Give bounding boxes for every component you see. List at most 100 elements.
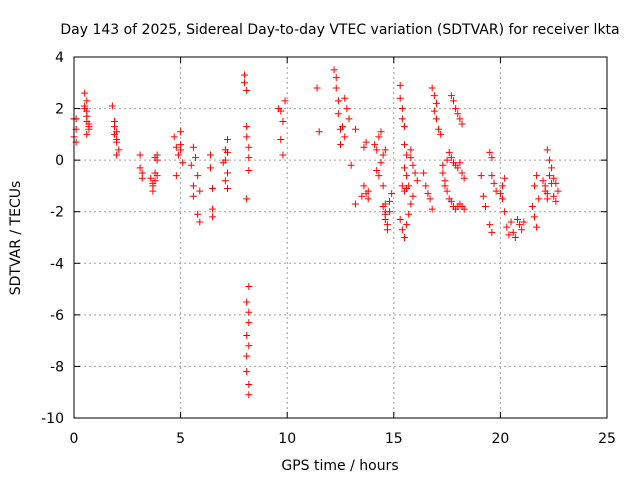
data-point	[187, 161, 195, 169]
data-point	[496, 190, 504, 198]
data-point	[388, 190, 396, 198]
data-point	[243, 298, 251, 306]
x-tick-label: 10	[278, 431, 296, 447]
data-point	[437, 130, 445, 138]
x-tick-label: 5	[176, 431, 185, 447]
data-point	[113, 136, 121, 144]
data-point	[85, 123, 93, 131]
data-point	[481, 203, 489, 211]
data-point	[209, 213, 217, 221]
data-point	[371, 141, 379, 149]
data-point	[194, 172, 202, 180]
data-point	[441, 177, 449, 185]
data-point	[449, 97, 457, 105]
data-point	[420, 169, 428, 177]
data-point	[224, 136, 232, 144]
data-point	[108, 102, 116, 110]
data-point	[486, 148, 494, 156]
data-point	[400, 123, 408, 131]
data-point	[332, 74, 340, 82]
data-point	[488, 154, 496, 162]
data-point	[477, 172, 485, 180]
data-point	[445, 148, 453, 156]
data-point	[83, 130, 91, 138]
data-point	[403, 221, 411, 229]
data-point	[381, 146, 389, 154]
data-point	[548, 164, 556, 172]
data-point	[531, 213, 539, 221]
data-point	[351, 125, 359, 133]
y-axis-label: SDTVAR / TECUs	[8, 181, 24, 296]
data-point	[277, 136, 285, 144]
data-point	[315, 128, 323, 136]
data-point	[499, 195, 507, 203]
data-point	[454, 110, 462, 118]
data-point	[396, 215, 404, 223]
data-point	[279, 151, 287, 159]
data-point	[206, 151, 214, 159]
data-point	[279, 117, 287, 125]
data-point	[224, 148, 232, 156]
data-point	[539, 177, 547, 185]
data-point	[501, 174, 509, 182]
data-point	[221, 177, 229, 185]
data-point	[83, 112, 91, 120]
data-point	[341, 94, 349, 102]
data-point	[245, 380, 253, 388]
data-point	[439, 161, 447, 169]
data-point	[381, 208, 389, 216]
data-point	[428, 84, 436, 92]
data-point	[513, 215, 521, 223]
data-point	[533, 223, 541, 231]
y-tick-label: 4	[55, 50, 64, 66]
data-point	[360, 182, 368, 190]
data-point	[243, 352, 251, 360]
chart-title: Day 143 of 2025, Sidereal Day-to-day VTE…	[60, 22, 619, 38]
data-point	[343, 105, 351, 113]
data-point	[170, 133, 178, 141]
data-point	[396, 81, 404, 89]
data-point	[153, 172, 161, 180]
data-point	[224, 169, 232, 177]
y-tick-label: -6	[50, 308, 64, 324]
data-point	[439, 169, 447, 177]
data-point	[358, 192, 366, 200]
data-point	[345, 115, 353, 123]
data-point	[245, 391, 253, 399]
data-point	[313, 84, 321, 92]
data-point	[172, 172, 180, 180]
data-point	[375, 133, 383, 141]
data-point	[334, 110, 342, 118]
data-point	[277, 107, 285, 115]
data-point	[435, 125, 443, 133]
data-point	[81, 102, 89, 110]
data-point	[490, 179, 498, 187]
data-point	[409, 161, 417, 169]
data-point	[339, 123, 347, 131]
data-point	[509, 228, 517, 236]
data-point	[398, 182, 406, 190]
x-tick-label: 20	[491, 431, 509, 447]
data-point	[224, 185, 232, 193]
data-point	[400, 141, 408, 149]
data-point	[373, 166, 381, 174]
data-point	[179, 159, 187, 167]
y-tick-label: -10	[41, 411, 64, 427]
data-point	[403, 185, 411, 193]
data-point	[396, 94, 404, 102]
data-point	[243, 368, 251, 376]
data-point	[545, 172, 553, 180]
data-point	[447, 154, 455, 162]
data-point	[518, 226, 526, 234]
data-point	[149, 182, 157, 190]
data-point	[115, 146, 123, 154]
x-tick-label: 25	[598, 431, 616, 447]
data-point	[535, 195, 543, 203]
data-point	[245, 282, 253, 290]
data-point	[452, 105, 460, 113]
data-point	[209, 185, 217, 193]
data-point	[245, 308, 253, 316]
y-tick-label: -8	[50, 359, 64, 375]
data-point	[516, 221, 524, 229]
